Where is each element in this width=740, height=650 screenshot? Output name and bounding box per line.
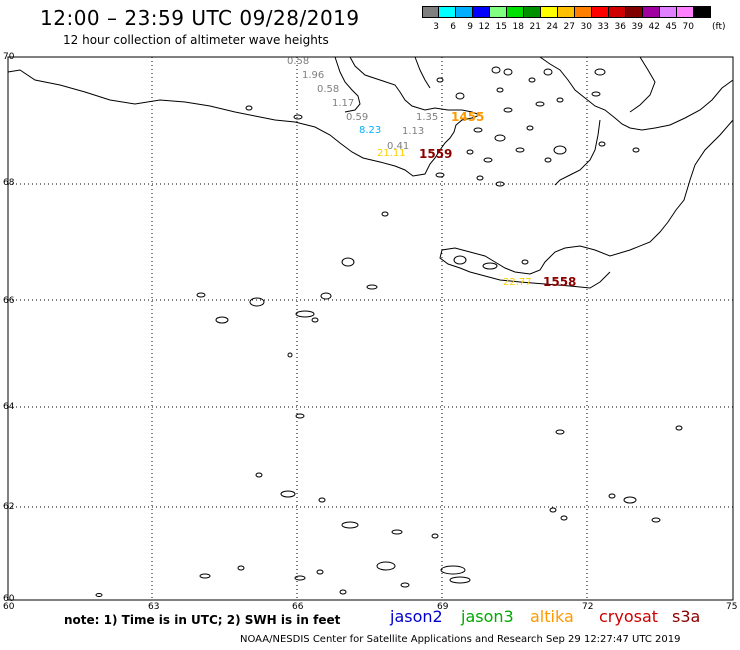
colorbar-labels: 3 6 9 12 15 18 21 24 27 30 33 36 39 42 45 70 xyxy=(422,22,694,32)
legend-altika: altika xyxy=(530,607,574,626)
colorbar-swatch xyxy=(609,6,626,18)
wave-value: 0.58 xyxy=(317,84,340,95)
colorbar-tick-label: 42 xyxy=(648,22,660,32)
pass-time-label: 1558 xyxy=(543,275,577,289)
legend-jason2: jason2 xyxy=(390,607,443,626)
x-tick-69: 69 xyxy=(437,602,449,612)
y-tick-64: 64 xyxy=(3,402,15,412)
colorbar-swatch xyxy=(643,6,660,18)
colorbar-swatch xyxy=(694,6,711,18)
x-tick-66: 66 xyxy=(292,602,304,612)
wave-value: 21.11 xyxy=(377,148,406,159)
colorbar-tick-label: 6 xyxy=(450,22,456,32)
map-title: 12:00 – 23:59 UTC 09/28/2019 xyxy=(40,6,360,30)
legend-s3a: s3a xyxy=(672,607,701,626)
wave-value: 1.13 xyxy=(402,126,425,137)
y-tick-68: 68 xyxy=(3,178,15,188)
y-tick-62: 62 xyxy=(3,502,15,512)
y-tick-70: 70 xyxy=(3,52,15,62)
x-tick-75: 75 xyxy=(726,602,738,612)
x-tick-72: 72 xyxy=(582,602,594,612)
y-tick-66: 66 xyxy=(3,296,15,306)
wave-value: 0.41 xyxy=(387,141,410,152)
colorbar-swatch xyxy=(558,6,575,18)
colorbar-tick-label: 27 xyxy=(563,22,575,32)
colorbar-tick-label: 12 xyxy=(478,22,490,32)
graticule xyxy=(8,57,733,600)
colorbar-swatch xyxy=(490,6,507,18)
legend-jason3: jason3 xyxy=(461,607,514,626)
colorbar-tick-label: 9 xyxy=(467,22,473,32)
colorbar-tick-label: 3 xyxy=(433,22,439,32)
colorbar-tick-label: 15 xyxy=(495,22,507,32)
credit-line: NOAA/NESDIS Center for Satellite Applica… xyxy=(240,634,681,645)
colorbar-swatch xyxy=(677,6,694,18)
colorbar-tick-label: 45 xyxy=(665,22,677,32)
colorbar-tick-label: 24 xyxy=(546,22,558,32)
colorbar-tick-label: 70 xyxy=(682,22,694,32)
colorbar-swatch xyxy=(473,6,490,18)
wave-value: 1.96 xyxy=(302,70,325,81)
colorbar-swatch xyxy=(626,6,643,18)
colorbar-swatch xyxy=(456,6,473,18)
colorbar-swatch xyxy=(524,6,541,18)
islands xyxy=(95,66,683,597)
pass-time-label: 1559 xyxy=(419,147,453,161)
colorbar-tick-label: 39 xyxy=(631,22,643,32)
wave-value: 1.35 xyxy=(416,112,439,123)
colorbar-tick-label: 33 xyxy=(597,22,609,32)
coastline xyxy=(7,56,734,289)
colorbar-unit: (ft) xyxy=(712,22,726,32)
map-subtitle: 12 hour collection of altimeter wave hei… xyxy=(63,33,329,47)
colorbar-tick-label: 21 xyxy=(529,22,541,32)
wave-value: 1.17 xyxy=(332,98,355,109)
wave-value: 8.23 xyxy=(359,125,382,136)
footer-note: note: 1) Time is in UTC; 2) SWH is in fe… xyxy=(64,613,341,627)
wave-value: 0.59 xyxy=(346,112,369,123)
colorbar-swatch xyxy=(422,6,439,18)
legend-cryosat: cryosat xyxy=(599,607,659,626)
x-tick-63: 63 xyxy=(148,602,160,612)
wave-value: 0.58 xyxy=(287,56,310,67)
colorbar-swatch xyxy=(507,6,524,18)
plot-frame xyxy=(7,56,734,601)
colorbar-swatch xyxy=(575,6,592,18)
pass-time-label: 1455 xyxy=(451,110,485,124)
wave-height-colorbar xyxy=(422,6,711,18)
colorbar-tick-label: 18 xyxy=(512,22,524,32)
wave-value: 22.77 xyxy=(503,277,532,288)
colorbar-swatch xyxy=(660,6,677,18)
colorbar-swatch xyxy=(439,6,456,18)
colorbar-tick-label: 36 xyxy=(614,22,626,32)
y-tick-60: 60 xyxy=(3,594,15,604)
colorbar-tick-label: 30 xyxy=(580,22,592,32)
x-tick-60: 60 xyxy=(3,602,15,612)
colorbar-swatch xyxy=(592,6,609,18)
colorbar-swatch xyxy=(541,6,558,18)
